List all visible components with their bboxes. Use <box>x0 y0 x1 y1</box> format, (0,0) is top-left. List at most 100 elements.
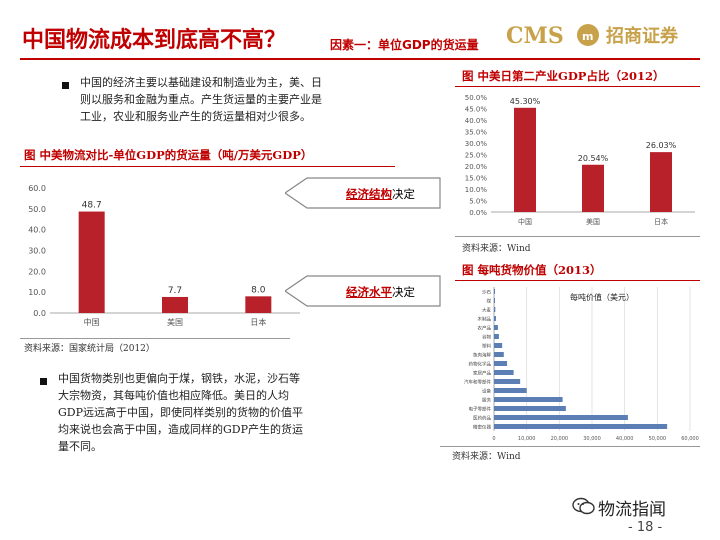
callout-2-highlight: 经济水平 <box>346 285 392 299</box>
chart-value-per-ton: 0 10,000 20,000 30,000 40,000 50,000 60,000 每吨价… <box>464 287 699 442</box>
bullet-paragraph-1: 中国的经济主要以基础建设和制造业为主，美、日 则以服务和金融为重点。产生货运量的… <box>80 74 400 125</box>
x-tick-label: 20,000 <box>551 436 569 442</box>
logo-brand-text: 招商证券 <box>606 25 679 47</box>
wechat-icon <box>572 497 595 515</box>
data-label: 45.30% <box>510 97 541 106</box>
x-tick-label: 30,000 <box>583 436 601 442</box>
logo-cms-text: CMS <box>506 23 564 49</box>
y-tick-label: 20.0% <box>465 163 488 171</box>
y-tick-label: 药物化学品 <box>469 361 492 368</box>
fig-title-underline <box>455 280 700 281</box>
fig-title-underline <box>455 86 700 87</box>
y-tick-label: 家居产品 <box>473 370 491 377</box>
y-tick-label: 10.0 <box>28 288 46 297</box>
bar <box>650 152 672 212</box>
bar <box>494 415 628 420</box>
y-tick-label: 0.0% <box>469 209 487 217</box>
bar <box>494 397 563 402</box>
bar <box>245 296 272 313</box>
y-tick-label: 沙石 <box>482 290 491 296</box>
y-tick-label: 塑料 <box>482 343 491 350</box>
logo-emblem-glyph: m <box>582 30 593 43</box>
bar <box>494 289 495 294</box>
data-label: 8.0 <box>251 285 266 295</box>
y-tick-label: 0.0 <box>33 309 46 318</box>
y-tick-label: 汽车和零部件 <box>464 379 491 386</box>
fig-title-underline <box>20 166 395 167</box>
callout-arrow-1 <box>285 177 441 209</box>
cms-logo: CMS m 招商证券 <box>506 23 679 49</box>
y-tick-label: 服务 <box>482 397 491 404</box>
y-tick-label: 35.0% <box>465 129 488 137</box>
fig-title-right-2: 图 每吨货物价值（2013） <box>462 263 602 277</box>
bar <box>494 406 566 411</box>
data-label: 26.03% <box>646 141 677 150</box>
x-tick-label: 50,000 <box>649 436 667 442</box>
bar <box>494 316 496 321</box>
callout-1: 经济结构决定 <box>346 186 415 202</box>
y-tick-label: 15.0% <box>465 175 488 183</box>
source-left: 资料来源：国家统计局（2012） <box>24 344 155 354</box>
x-tick-label: 60,000 <box>681 436 699 442</box>
y-tick-label: 煤 <box>487 298 492 305</box>
chart-freight-per-gdp: 0.0 10.0 20.0 30.0 40.0 50.0 60.0 48.7 中国 7.7 美国 8.… <box>28 184 300 327</box>
y-tick-label: 木制品 <box>478 316 492 323</box>
page-title: 中国物流成本到底高不高？ <box>22 28 287 53</box>
y-tick-label: 设备 <box>482 388 491 395</box>
y-tick-label: 20.0 <box>28 267 46 276</box>
bar <box>494 424 668 429</box>
callout-2: 经济水平决定 <box>346 284 415 300</box>
bar <box>494 361 508 366</box>
chart-title: 每吨价值（美元） <box>570 292 634 302</box>
source-right-1: 资料来源：Wind <box>462 244 531 254</box>
bar <box>494 325 498 330</box>
x-tick-label: 美国 <box>586 217 600 226</box>
source-rule-right-1 <box>455 236 700 237</box>
bullet-marker <box>62 82 69 89</box>
y-tick-label: 40.0 <box>28 226 46 235</box>
source-rule-right-2 <box>440 446 700 447</box>
x-tick-label: 中国 <box>518 217 532 226</box>
bar <box>494 307 496 312</box>
y-tick-label: 精密仪器 <box>473 424 491 431</box>
y-tick-label: 45.0% <box>465 106 488 114</box>
x-tick-label: 40,000 <box>616 436 634 442</box>
y-tick-label: 40.0% <box>465 117 488 125</box>
bar <box>494 298 495 303</box>
bullet-marker <box>40 378 47 385</box>
bullet2-line: 大宗物资，其每吨价值也相应降低。美日的人均 <box>58 389 289 402</box>
bullet1-line: 则以服务和金融为重点。产生货运量的主要产业是 <box>80 93 322 106</box>
page-subtitle: 因素一：单位GDP的货运量 <box>330 38 479 52</box>
y-tick-label: 50.0 <box>28 205 46 214</box>
data-label: 7.7 <box>168 286 182 296</box>
x-tick-label: 10,000 <box>518 436 536 442</box>
callout-1-highlight: 经济结构 <box>346 187 392 201</box>
y-tick-label: 10.0% <box>465 186 488 194</box>
page-number: - 18 - <box>628 520 663 535</box>
bar <box>494 334 499 339</box>
bullet-paragraph-2: 中国货物类别也更偏向于煤，钢铁，水泥，沙石等 大宗物资，其每吨价值也相应降低。美… <box>58 370 388 455</box>
x-tick-label: 中国 <box>84 317 100 327</box>
x-tick-label: 美国 <box>167 317 183 327</box>
y-tick-label: 50.0% <box>465 94 488 102</box>
y-tick-label: 30.0 <box>28 247 46 256</box>
x-tick-label: 日本 <box>654 217 668 226</box>
source-rule-left <box>20 338 290 339</box>
fig-title-right-1: 图 中美日第二产业GDP占比（2012） <box>462 69 665 83</box>
callout-arrow-2 <box>285 275 441 307</box>
y-tick-label: 大麦 <box>482 307 491 314</box>
y-tick-label: 5.0% <box>469 198 487 206</box>
bullet2-line: 量不同。 <box>58 440 102 453</box>
header-divider <box>20 58 700 60</box>
y-tick-label: 电子零部件 <box>469 406 492 413</box>
bar <box>494 352 504 357</box>
x-tick-label: 日本 <box>250 317 266 327</box>
bar <box>582 164 604 212</box>
source-right-2: 资料来源：Wind <box>452 452 521 462</box>
logo-emblem-icon <box>577 24 599 46</box>
y-tick-label: 30.0% <box>465 140 488 148</box>
y-tick-label: 医药药品 <box>473 415 491 422</box>
bullet2-line: 中国货物类别也更偏向于煤，钢铁，水泥，沙石等 <box>58 372 300 385</box>
footer-brand: 物流指闻 <box>598 500 666 520</box>
bar <box>494 370 514 375</box>
